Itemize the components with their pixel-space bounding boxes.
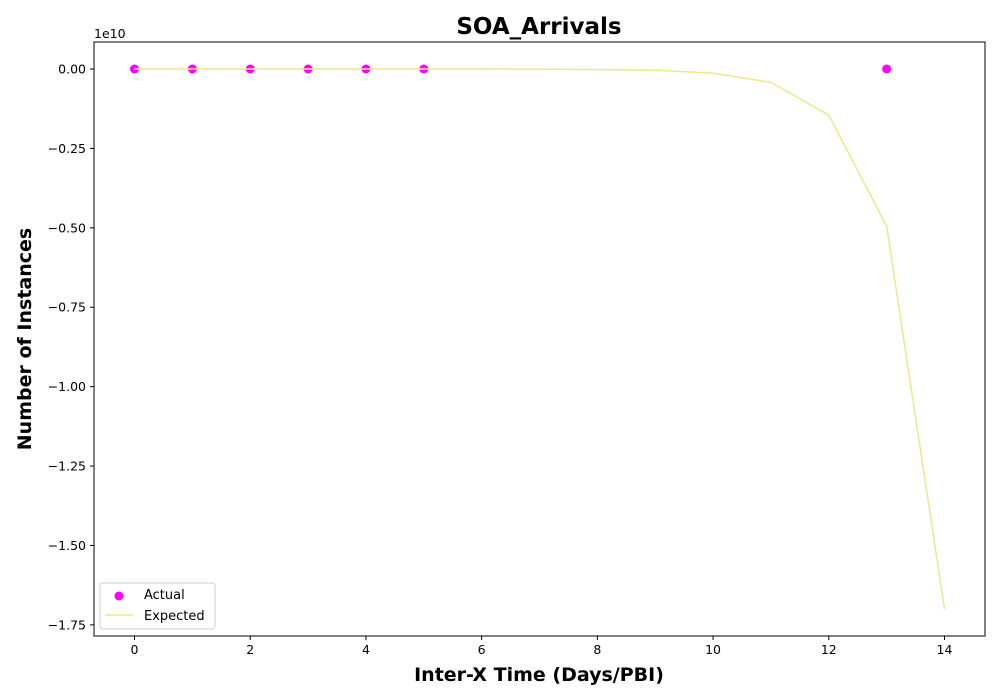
y-tick-label: −0.50 [48,220,86,235]
legend-actual-label: Actual [144,588,185,603]
legend-actual-marker [114,591,124,601]
x-tick-label: 10 [705,642,721,657]
legend-expected-label: Expected [144,609,205,624]
y-tick-label: −0.75 [48,300,86,315]
legend: Actual Expected [99,582,216,630]
chart-title: SOA_Arrivals [456,14,621,40]
y-axis-title: Number of Instances [14,228,36,450]
x-tick-label: 8 [593,642,601,657]
y-tick-label: −1.50 [48,538,86,553]
y-tick-label: −0.25 [48,141,86,156]
x-tick-label: 2 [246,642,254,657]
x-tick-label: 4 [362,642,370,657]
x-tick-label: 6 [478,642,486,657]
legend-box [99,582,216,630]
plot-area [93,41,986,637]
x-tick-label: 12 [821,642,837,657]
y-tick-label: −1.00 [48,379,86,394]
x-tick-label: 14 [937,642,953,657]
y-tick-label: −1.25 [48,459,86,474]
y-offset-label: 1e10 [94,26,126,41]
x-axis: 0 2 4 6 8 10 12 14 [131,636,953,657]
y-tick-label: 0.00 [58,62,86,77]
y-axis: 0.00 −0.25 −0.50 −0.75 −1.00 −1.25 −1.50 −1.75 [48,62,94,632]
series-layer [130,64,946,610]
y-tick-label: −1.75 [48,617,86,632]
actual-point [882,64,892,74]
x-tick-label: 0 [131,642,139,657]
expected-line [134,68,946,610]
x-axis-title: Inter-X Time (Days/PBI) [414,664,664,686]
